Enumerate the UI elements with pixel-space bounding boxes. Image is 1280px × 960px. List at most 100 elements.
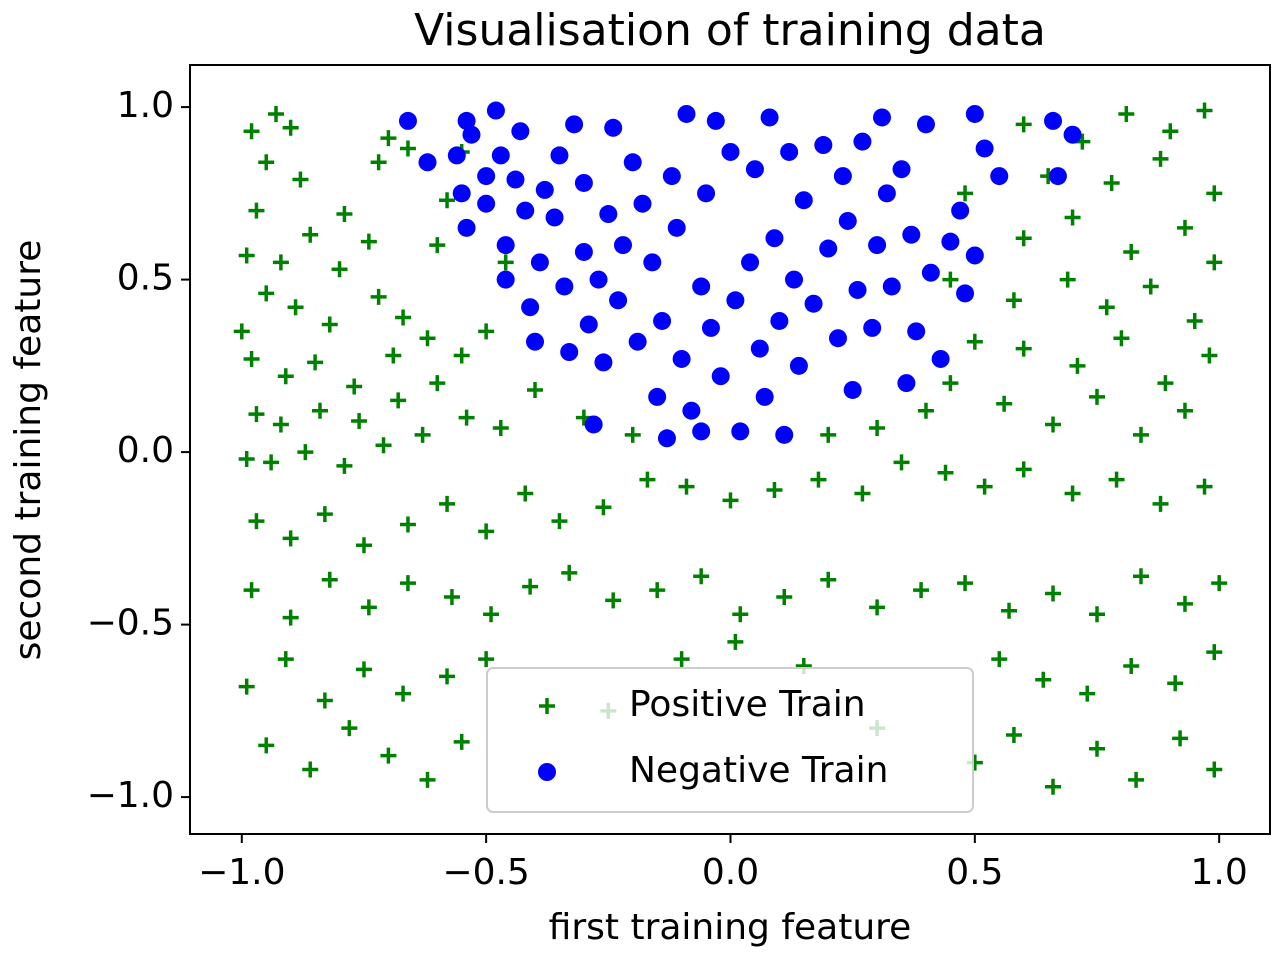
data-point bbox=[429, 375, 446, 392]
data-point bbox=[1176, 219, 1193, 236]
data-point bbox=[965, 104, 984, 123]
data-point bbox=[921, 263, 940, 282]
data-point bbox=[804, 294, 823, 313]
data-point bbox=[956, 284, 975, 303]
data-point bbox=[492, 419, 509, 436]
data-point bbox=[258, 737, 275, 754]
data-point bbox=[380, 747, 397, 764]
data-point bbox=[1206, 644, 1223, 661]
data-point bbox=[316, 692, 333, 709]
data-point bbox=[355, 661, 372, 678]
data-point bbox=[1123, 657, 1140, 674]
data-point bbox=[869, 599, 886, 616]
data-point bbox=[399, 140, 416, 157]
data-point bbox=[678, 478, 695, 495]
data-point bbox=[1113, 330, 1130, 347]
data-point bbox=[1206, 254, 1223, 271]
data-point bbox=[991, 651, 1008, 668]
data-point bbox=[1176, 402, 1193, 419]
data-point bbox=[491, 146, 510, 165]
y-axis-label: second training feature bbox=[8, 240, 49, 661]
data-point bbox=[380, 130, 397, 147]
data-point bbox=[599, 205, 618, 224]
x-axis-label: first training feature bbox=[549, 907, 912, 948]
data-point bbox=[726, 291, 745, 310]
data-point bbox=[893, 454, 910, 471]
data-point bbox=[941, 232, 960, 251]
data-point bbox=[1186, 312, 1203, 329]
data-point bbox=[561, 564, 578, 581]
data-point bbox=[1045, 778, 1062, 795]
data-point bbox=[579, 315, 598, 334]
data-point bbox=[854, 485, 871, 502]
data-point bbox=[653, 311, 672, 330]
data-point bbox=[957, 575, 974, 592]
data-point bbox=[517, 485, 534, 502]
data-point bbox=[863, 318, 882, 337]
data-point bbox=[346, 378, 363, 395]
data-point bbox=[398, 111, 417, 130]
data-point bbox=[1048, 167, 1067, 186]
data-point bbox=[331, 261, 348, 278]
x-tick-label: 1.0 bbox=[1191, 852, 1248, 893]
data-point bbox=[462, 125, 481, 144]
data-point bbox=[555, 277, 574, 296]
data-point bbox=[843, 380, 862, 399]
data-point bbox=[623, 153, 642, 172]
data-point bbox=[545, 208, 564, 227]
data-point bbox=[628, 332, 647, 351]
data-point bbox=[877, 184, 896, 203]
data-point bbox=[1118, 105, 1135, 122]
data-point bbox=[775, 425, 794, 444]
data-point bbox=[453, 733, 470, 750]
data-point bbox=[521, 298, 540, 317]
data-point bbox=[1089, 740, 1105, 757]
data-point bbox=[307, 354, 324, 371]
data-point bbox=[780, 142, 799, 161]
data-point bbox=[1001, 602, 1018, 619]
data-point bbox=[287, 299, 304, 316]
data-point bbox=[931, 349, 950, 368]
data-point bbox=[942, 271, 959, 288]
data-point bbox=[1064, 485, 1081, 502]
data-point bbox=[1103, 174, 1120, 191]
data-point bbox=[418, 153, 437, 172]
data-point bbox=[1128, 771, 1145, 788]
data-point bbox=[429, 237, 446, 254]
data-point bbox=[248, 406, 265, 423]
legend-box bbox=[486, 667, 974, 813]
data-point bbox=[990, 167, 1009, 186]
data-point bbox=[657, 429, 676, 448]
data-point bbox=[277, 368, 294, 385]
data-point bbox=[447, 146, 466, 165]
data-point bbox=[760, 108, 779, 127]
y-tick-label: −1.0 bbox=[87, 775, 174, 816]
data-point bbox=[1152, 495, 1169, 512]
data-point bbox=[321, 316, 338, 333]
data-point bbox=[677, 104, 696, 123]
data-point bbox=[820, 426, 837, 443]
data-point bbox=[336, 206, 353, 223]
data-point bbox=[594, 353, 613, 372]
y-tick-label: 0.0 bbox=[117, 430, 174, 471]
data-point bbox=[996, 395, 1013, 412]
data-point bbox=[785, 270, 804, 289]
data-point bbox=[395, 685, 412, 702]
data-point bbox=[1196, 478, 1213, 495]
data-point bbox=[282, 119, 299, 136]
data-point bbox=[550, 146, 569, 165]
data-point bbox=[399, 575, 416, 592]
data-point bbox=[1005, 292, 1022, 309]
data-point bbox=[560, 343, 579, 362]
data-point bbox=[902, 225, 921, 244]
data-point bbox=[1123, 243, 1140, 260]
data-point bbox=[745, 160, 764, 179]
data-point bbox=[375, 437, 392, 454]
data-point bbox=[478, 323, 495, 340]
data-point bbox=[633, 194, 652, 213]
data-point bbox=[833, 167, 852, 186]
data-point bbox=[727, 633, 744, 650]
data-point bbox=[477, 167, 496, 186]
data-point bbox=[643, 253, 662, 272]
